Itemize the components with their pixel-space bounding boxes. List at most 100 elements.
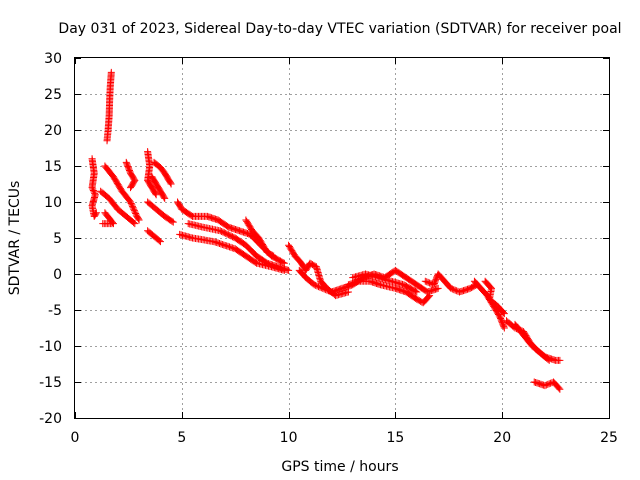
series-s19	[344, 277, 434, 307]
data-point	[167, 180, 175, 188]
data-point	[268, 251, 276, 259]
data-point	[316, 283, 324, 291]
data-point	[313, 282, 321, 290]
series-s26	[530, 378, 564, 393]
series-s15	[242, 216, 278, 260]
series-s10	[144, 198, 177, 226]
data-point	[130, 205, 138, 213]
y-axis-label: SDTVAR / TECUs	[7, 181, 23, 296]
series-s23	[481, 277, 508, 318]
data-point	[310, 281, 318, 289]
data-point	[425, 293, 433, 301]
series-s25	[511, 320, 553, 364]
data-point	[99, 220, 107, 228]
data-point	[270, 252, 278, 260]
data-point	[134, 215, 142, 223]
data-point	[151, 190, 159, 198]
series-s21	[421, 270, 481, 296]
y-tick-label: 10	[44, 195, 62, 211]
series-s9	[148, 173, 169, 202]
series-s6	[122, 158, 139, 192]
data-point	[131, 208, 139, 216]
data-point	[424, 278, 432, 286]
data-point	[161, 194, 169, 202]
chart-title: Day 031 of 2023, Sidereal Day-to-day VTE…	[58, 21, 621, 37]
data-point	[411, 287, 419, 295]
data-point	[127, 182, 135, 190]
x-tick-label: 20	[493, 430, 511, 446]
series-s3	[101, 162, 143, 224]
series-s11	[144, 227, 164, 246]
series-s17	[295, 266, 346, 296]
x-tick-label: 15	[386, 430, 404, 446]
data-point	[434, 284, 442, 292]
data-point	[426, 292, 434, 300]
data-point	[92, 210, 100, 218]
x-tick-label: 10	[280, 430, 298, 446]
series-s14	[176, 230, 288, 274]
data-point	[156, 238, 164, 246]
data-point	[322, 286, 330, 294]
y-tick-label: 30	[44, 51, 62, 67]
data-point	[500, 323, 508, 331]
data-point	[315, 283, 323, 291]
data-point	[89, 186, 97, 194]
data-point	[413, 288, 421, 296]
y-tick-label: -10	[39, 339, 62, 355]
data-point	[152, 191, 160, 199]
data-point	[130, 207, 138, 215]
data-point	[323, 286, 331, 294]
data-point	[127, 184, 135, 192]
data-point	[544, 355, 552, 363]
data-point	[541, 382, 549, 390]
data-point	[107, 68, 115, 76]
data-point	[542, 381, 550, 389]
x-tick-label: 25	[600, 430, 618, 446]
y-tick-label: 25	[44, 87, 62, 103]
data-point	[320, 285, 328, 293]
data-point	[545, 380, 553, 388]
data-point	[131, 220, 139, 228]
x-axis-label: GPS time / hours	[281, 459, 398, 475]
data-point	[89, 185, 97, 193]
data-point	[545, 356, 553, 364]
data-point	[421, 277, 429, 285]
data-point	[280, 259, 288, 267]
data-point	[155, 237, 163, 245]
series-s4	[97, 187, 139, 228]
data-point	[92, 209, 100, 217]
data-point	[344, 288, 352, 296]
tick-labels: 0 5 10 15 20 25 -20 -15 -10 -5 0 5 10 15 20 25 30	[39, 51, 618, 446]
y-tick-label: -15	[39, 375, 62, 391]
series-s2	[88, 155, 100, 220]
data-point	[556, 356, 564, 364]
x-tick-label: 5	[177, 430, 186, 446]
data-point	[317, 284, 325, 292]
data-point	[448, 285, 456, 293]
data-point	[423, 278, 431, 286]
data-point	[169, 218, 177, 226]
data-point	[129, 204, 137, 212]
plot-frame	[74, 57, 610, 419]
data-point	[544, 380, 552, 388]
data-point	[450, 286, 458, 294]
y-tick-label: 0	[53, 267, 62, 283]
data-point	[168, 217, 176, 225]
data-point	[166, 179, 174, 187]
x-tick-label: 0	[71, 430, 80, 446]
y-tick-label: -5	[48, 303, 62, 319]
data-point	[555, 384, 563, 392]
data-point	[128, 202, 136, 210]
data-point	[499, 309, 507, 317]
series-s5	[99, 209, 117, 228]
data-point	[451, 286, 459, 294]
grid	[75, 58, 609, 418]
series-s1	[103, 68, 115, 145]
series-s8	[150, 158, 175, 188]
data-point	[500, 324, 508, 332]
data-point	[135, 216, 143, 224]
data-point	[319, 284, 327, 292]
y-tick-label: -20	[39, 411, 62, 427]
data-point	[132, 210, 140, 218]
